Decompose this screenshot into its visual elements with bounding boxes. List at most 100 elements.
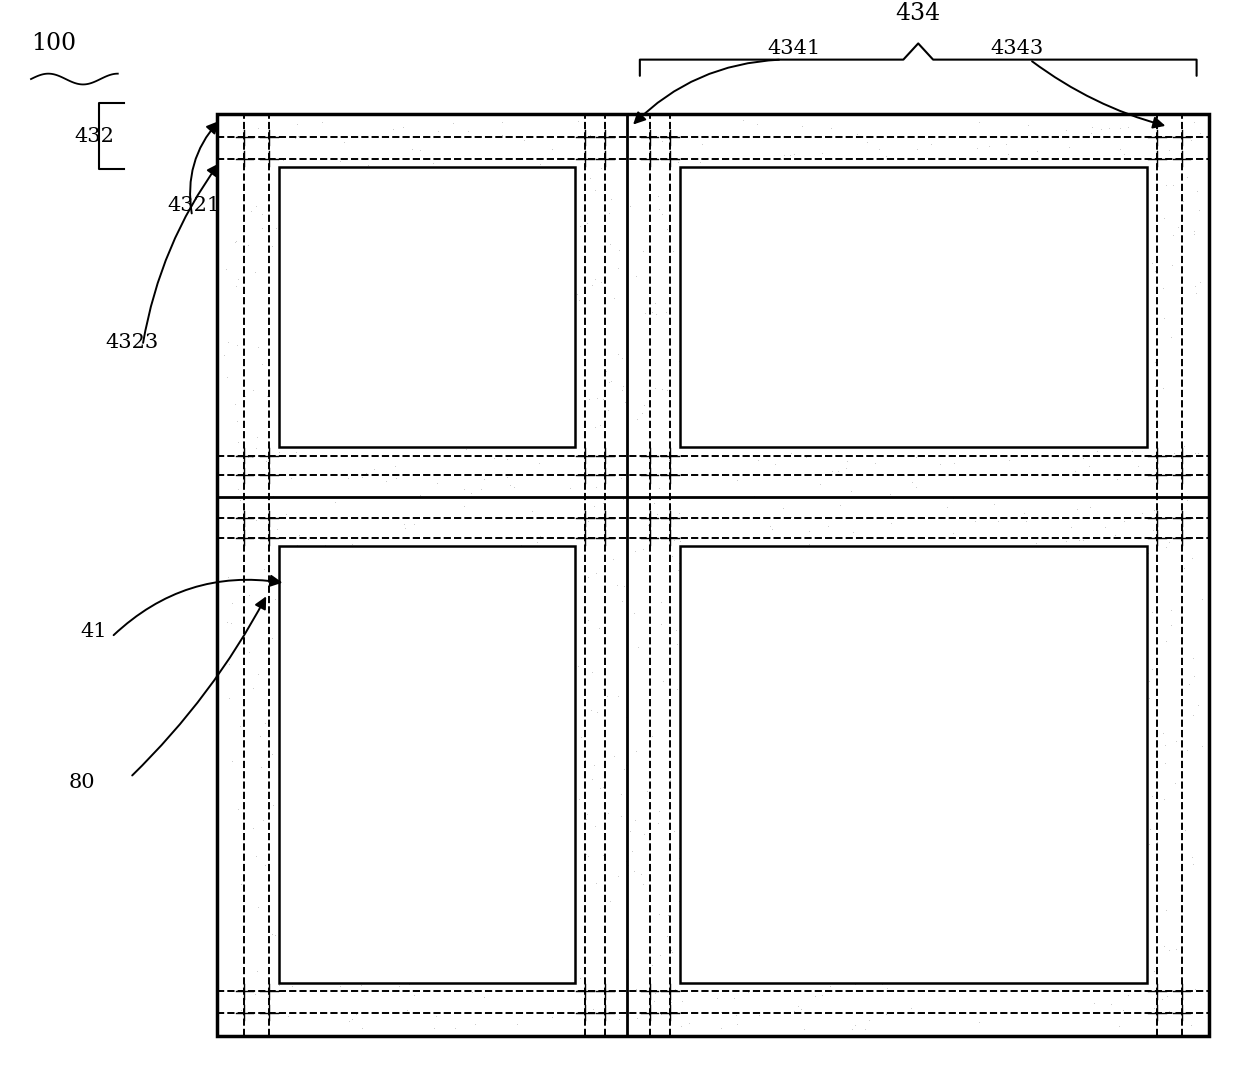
Point: [949, 961, 968, 979]
Point: [429, 176, 449, 193]
Point: [1014, 653, 1034, 671]
Point: [711, 434, 730, 451]
Point: [1135, 723, 1154, 740]
Point: [423, 390, 443, 407]
Point: [1090, 919, 1110, 936]
Point: [1178, 742, 1198, 760]
Point: [1044, 416, 1064, 433]
Point: [1012, 723, 1032, 740]
Point: [482, 235, 502, 253]
Point: [913, 367, 932, 384]
Point: [920, 136, 940, 153]
Point: [672, 326, 692, 343]
Point: [810, 475, 830, 493]
Point: [985, 597, 1004, 614]
Point: [791, 1000, 811, 1018]
Point: [324, 624, 343, 641]
Point: [957, 390, 977, 407]
Point: [1013, 385, 1033, 403]
Point: [742, 161, 761, 178]
Point: [226, 278, 246, 295]
Point: [224, 233, 244, 251]
Point: [248, 665, 268, 682]
Point: [666, 622, 686, 639]
Point: [346, 195, 366, 213]
Point: [1166, 774, 1185, 791]
Point: [397, 1000, 417, 1018]
Point: [471, 481, 491, 498]
Point: [863, 427, 883, 445]
Point: [620, 196, 640, 214]
Point: [883, 652, 903, 669]
Point: [311, 113, 331, 130]
Point: [280, 538, 300, 556]
Point: [269, 447, 289, 464]
Point: [1099, 119, 1118, 137]
Point: [1086, 972, 1106, 990]
Point: [914, 982, 934, 999]
Point: [543, 907, 563, 924]
Point: [513, 783, 533, 801]
Point: [296, 424, 316, 442]
Point: [393, 118, 413, 136]
Point: [940, 729, 960, 746]
Point: [645, 294, 665, 311]
Point: [407, 796, 427, 814]
Point: [252, 355, 272, 372]
Point: [382, 797, 402, 815]
Point: [491, 940, 511, 957]
Point: [299, 652, 319, 669]
Point: [920, 672, 940, 689]
Point: [911, 778, 931, 795]
Point: [739, 627, 759, 644]
Point: [1145, 501, 1164, 519]
Point: [590, 417, 610, 434]
Point: [498, 159, 518, 177]
Point: [228, 480, 248, 497]
Point: [424, 197, 444, 215]
Point: [1013, 240, 1033, 257]
Point: [818, 518, 838, 535]
Point: [598, 688, 618, 705]
Point: [294, 327, 314, 344]
Point: [339, 215, 358, 232]
Point: [316, 309, 336, 327]
Point: [560, 611, 580, 628]
Point: [670, 532, 689, 549]
Point: [497, 450, 517, 468]
Point: [285, 673, 305, 690]
Point: [722, 741, 742, 758]
Point: [625, 863, 645, 880]
Point: [386, 470, 405, 487]
Point: [410, 487, 430, 505]
Point: [1133, 419, 1153, 436]
Point: [521, 578, 541, 596]
Point: [749, 323, 769, 341]
Point: [911, 354, 931, 371]
Point: [647, 814, 667, 831]
Point: [696, 909, 715, 927]
Point: [544, 622, 564, 639]
Point: [1087, 442, 1107, 459]
Point: [228, 270, 248, 288]
Point: [404, 204, 424, 221]
Point: [994, 399, 1014, 417]
Point: [246, 512, 265, 529]
Point: [347, 272, 367, 290]
Point: [1068, 773, 1087, 790]
Point: [678, 918, 698, 935]
Point: [1013, 754, 1033, 771]
Point: [1008, 829, 1028, 846]
Point: [657, 928, 677, 945]
Point: [503, 884, 523, 902]
Point: [954, 947, 973, 965]
Point: [456, 791, 476, 808]
Point: [1085, 191, 1105, 208]
Point: [1027, 929, 1047, 946]
Point: [813, 246, 833, 264]
Point: [668, 561, 688, 578]
Point: [944, 713, 963, 730]
Point: [880, 407, 900, 424]
Point: [1076, 763, 1096, 780]
Point: [791, 260, 811, 278]
